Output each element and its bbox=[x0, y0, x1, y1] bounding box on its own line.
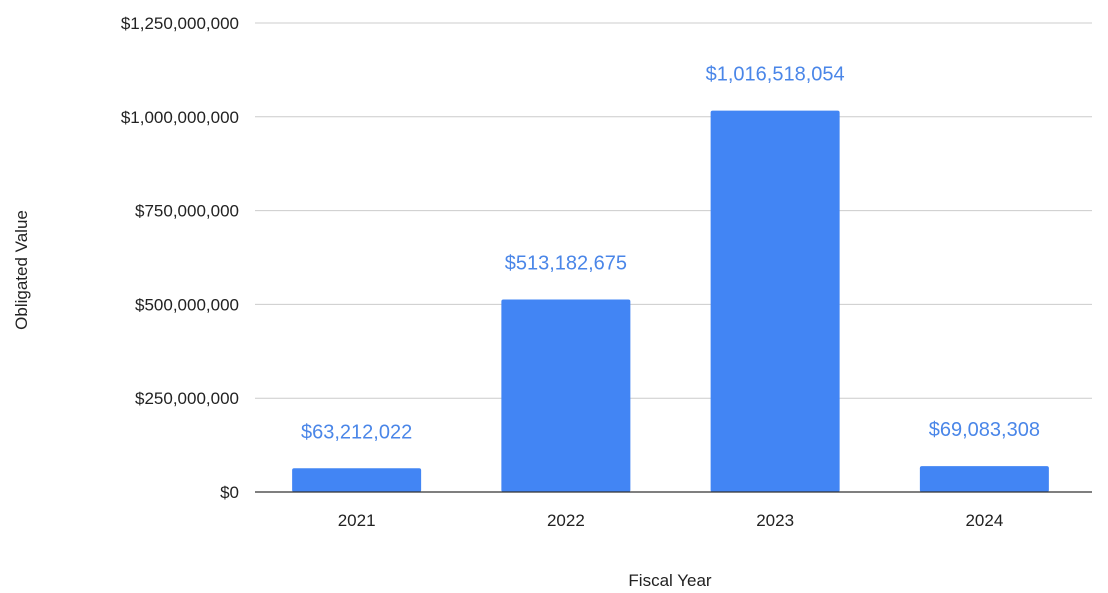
y-tick-label: $250,000,000 bbox=[135, 389, 239, 408]
data-labels: $63,212,022 $513,182,675 $1,016,518,054 $69… bbox=[301, 64, 1040, 444]
y-axis-ticks: $0 $250,000,000 $500,000,000 $750,000,000 $1… bbox=[121, 14, 239, 502]
data-label-2024: $69,083,308 bbox=[929, 419, 1040, 441]
data-label-2023: $1,016,518,054 bbox=[706, 64, 845, 86]
data-label-2021: $63,212,022 bbox=[301, 421, 412, 443]
bar-2024 bbox=[919, 466, 1049, 492]
x-tick-label-2023: 2023 bbox=[756, 511, 794, 530]
x-tick-label-2021: 2021 bbox=[338, 511, 376, 530]
gridlines bbox=[255, 22, 1092, 399]
y-tick-label: $750,000,000 bbox=[135, 202, 239, 221]
bar-2022 bbox=[501, 299, 631, 492]
bar-2021 bbox=[292, 468, 422, 492]
y-tick-label: $1,250,000,000 bbox=[121, 14, 239, 33]
y-tick-label: $500,000,000 bbox=[135, 295, 239, 314]
y-axis-title: Obligated Value bbox=[12, 210, 31, 330]
x-tick-label-2024: 2024 bbox=[965, 511, 1003, 530]
x-axis-ticks: 2021 2022 2023 2024 bbox=[338, 511, 1004, 530]
bar-2023 bbox=[710, 110, 840, 493]
data-label-2022: $513,182,675 bbox=[505, 252, 627, 274]
bars bbox=[292, 110, 1049, 493]
x-tick-label-2022: 2022 bbox=[547, 511, 585, 530]
y-tick-label: $0 bbox=[220, 483, 239, 502]
y-tick-label: $1,000,000,000 bbox=[121, 108, 239, 127]
x-axis-title: Fiscal Year bbox=[628, 571, 711, 590]
